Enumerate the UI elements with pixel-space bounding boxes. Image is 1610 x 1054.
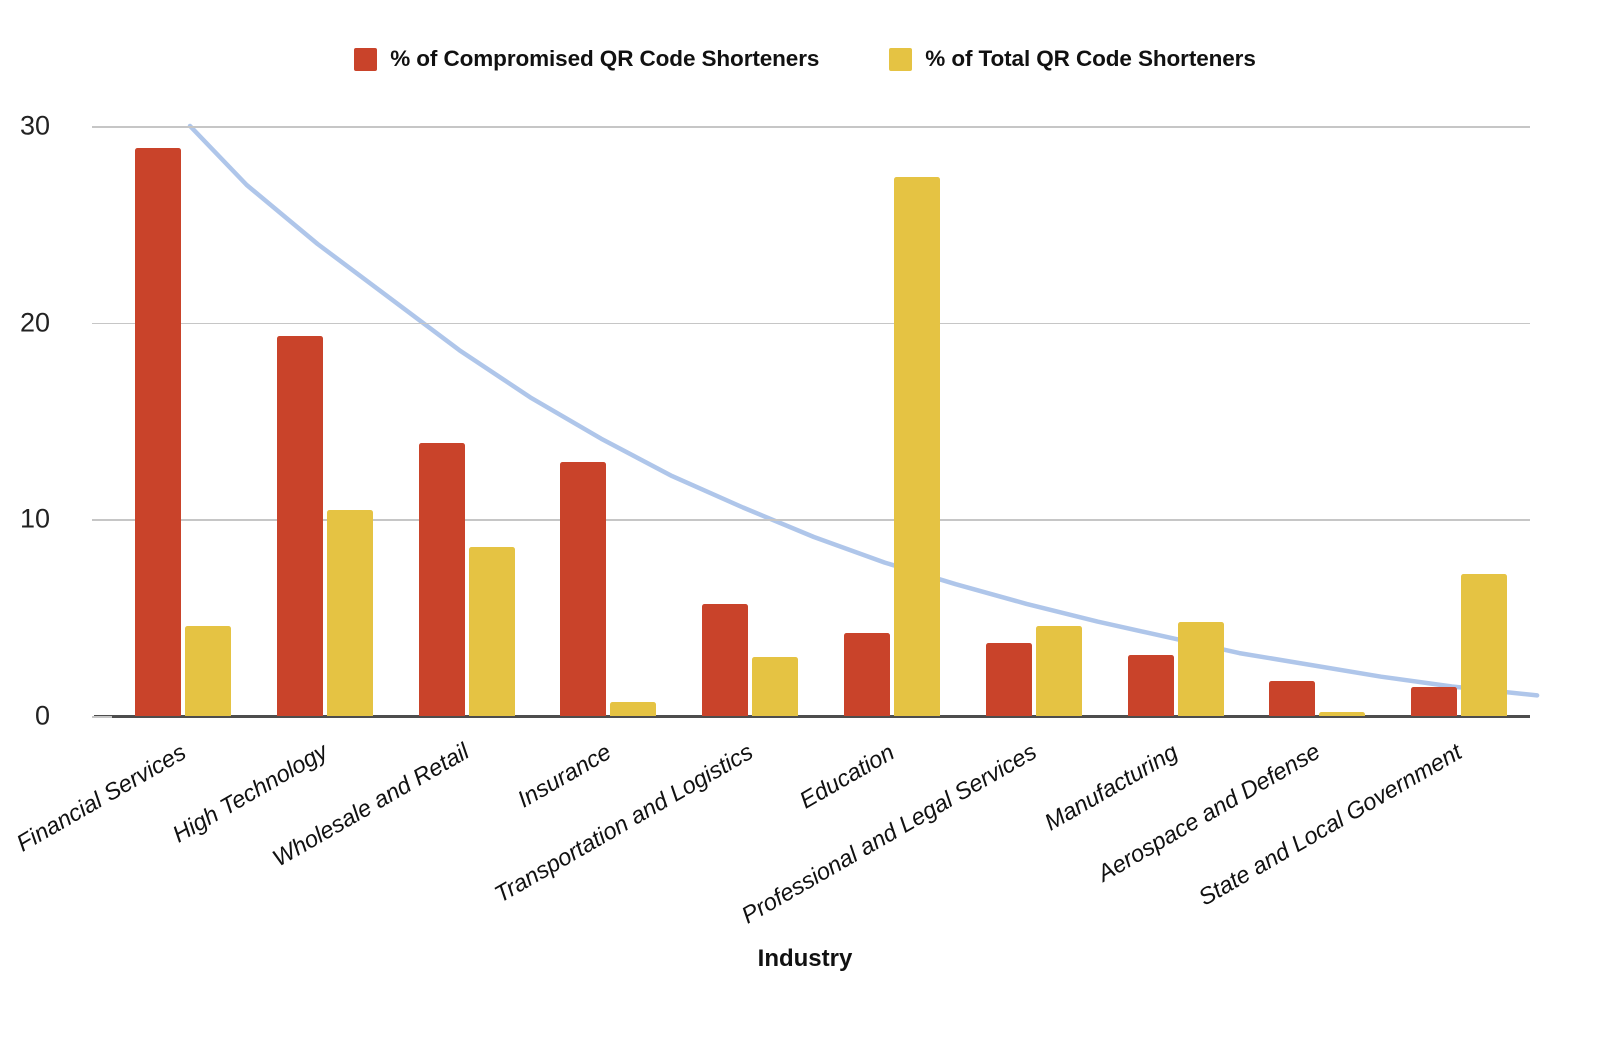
bar[interactable] [1269,680,1316,716]
y-axis-tick-label: 0 [34,700,50,731]
bar[interactable] [1461,574,1508,716]
legend-swatch-total [889,47,913,71]
gridline [112,519,1530,521]
bar[interactable] [843,633,890,716]
bar[interactable] [893,177,940,716]
bar[interactable] [134,147,181,716]
plot-area: 0 10 20 30 [20,111,1540,731]
trendline [187,123,1540,698]
bar[interactable] [1177,621,1224,716]
bar[interactable] [418,442,465,716]
y-axis-tick-label: 20 [19,307,50,338]
y-axis-tick-label: 30 [19,110,50,141]
legend-label-total: % of Total QR Code Shorteners [925,46,1256,71]
trendline-layer [187,123,1540,698]
chart-legend: % of Compromised QR Code Shorteners % of… [0,46,1610,72]
bar[interactable] [702,603,749,716]
x-axis-line [94,714,1530,718]
bar[interactable] [985,643,1032,716]
y-axis-tick [92,716,112,718]
x-axis-label: Manufacturing [1040,738,1183,836]
bar[interactable] [560,462,607,716]
y-axis-tick-label: 10 [19,503,50,534]
bar[interactable] [326,509,373,716]
bar[interactable] [610,702,657,716]
y-axis-tick [92,126,112,128]
bar[interactable] [1411,686,1458,716]
y-axis-tick [92,519,112,521]
x-axis-label: Aerospace and Defense [1093,737,1325,887]
x-axis-label: Education [794,738,899,814]
bar[interactable] [1127,655,1174,716]
y-axis-tick [92,322,112,325]
legend-item-total[interactable]: % of Total QR Code Shorteners [889,46,1256,72]
bar[interactable] [1319,712,1366,716]
gridline [112,126,1530,128]
bar[interactable] [752,657,799,716]
x-axis-label: Insurance [513,737,616,813]
legend-swatch-compromised [354,47,378,71]
bar[interactable] [276,336,323,716]
bar[interactable] [184,625,231,716]
x-axis-label: Transportation and Logistics [490,737,758,908]
x-axis-tick-labels: Financial Services High Technology Wholesa… [12,716,1530,966]
x-axis-title: Industry [757,945,853,972]
x-axis-label: State and Local Government [1194,737,1467,911]
bar[interactable] [468,546,515,716]
legend-label-compromised: % of Compromised QR Code Shorteners [390,46,820,71]
x-axis-label: Financial Services [11,738,190,857]
bar[interactable] [1035,625,1082,716]
legend-item-compromised[interactable]: % of Compromised QR Code Shorteners [354,46,819,72]
gridline [112,322,1530,325]
